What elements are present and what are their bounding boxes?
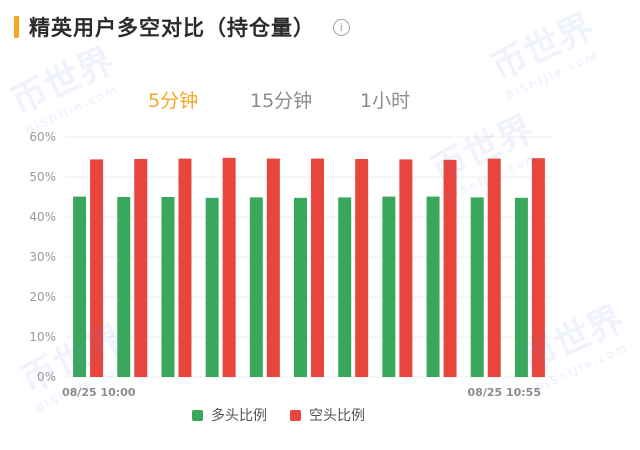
y-tick-label: 60% (29, 130, 56, 144)
y-tick-label: 50% (29, 170, 56, 184)
bar-long (294, 197, 307, 377)
tab-1hour[interactable]: 1小时 (360, 90, 411, 112)
bar-long (514, 197, 528, 377)
legend-item-long[interactable]: 多头比例 (192, 405, 267, 425)
legend-label-short: 空头比例 (309, 408, 365, 424)
legend: 多头比例 空头比例 (0, 405, 640, 425)
y-tick-label: 0% (37, 370, 56, 384)
bar-short (531, 158, 545, 377)
legend-swatch-long (192, 409, 203, 421)
interval-tabs: 5分钟 15分钟 1小时 (0, 86, 640, 116)
header: 精英用户多空对比（持仓量） i (14, 12, 350, 42)
legend-swatch-short (290, 409, 301, 421)
bar-long (470, 197, 484, 377)
y-tick-label: 10% (29, 330, 56, 344)
bar-short (311, 158, 324, 377)
bar-long (117, 197, 131, 377)
bar-chart: 0% 10% 20% 30% 40% 50% 60% 08/25 10:00 08/25 10:… (29, 130, 552, 399)
bar-long (338, 197, 352, 377)
bar-short (399, 159, 413, 377)
bar-short (266, 158, 280, 377)
y-tick-label: 40% (29, 210, 56, 224)
y-tick-label: 20% (29, 290, 56, 304)
bar-long (249, 197, 263, 377)
x-tick-label: 08/25 10:55 (468, 386, 541, 399)
info-icon[interactable]: i (333, 18, 350, 36)
bar-short (90, 159, 104, 377)
bar-long (382, 196, 396, 377)
bar-long (205, 197, 219, 377)
bar-short (134, 159, 148, 377)
bar-short (355, 159, 369, 377)
bar-long (161, 197, 175, 377)
bar-long (73, 196, 87, 377)
bar-short (487, 158, 501, 377)
bar-short (178, 158, 192, 377)
x-tick-label: 08/25 10:00 (62, 386, 136, 399)
legend-item-short[interactable]: 空头比例 (290, 405, 365, 425)
tab-5min[interactable]: 5分钟 (148, 90, 199, 112)
tab-15min[interactable]: 15分钟 (250, 90, 313, 112)
bar-short (222, 157, 236, 377)
legend-label-long: 多头比例 (211, 408, 267, 424)
y-tick-label: 30% (29, 250, 56, 264)
page-title: 精英用户多空对比（持仓量） (29, 16, 315, 40)
bar-short (443, 159, 457, 377)
title-accent-bar (14, 16, 19, 38)
bar-long (426, 196, 440, 377)
